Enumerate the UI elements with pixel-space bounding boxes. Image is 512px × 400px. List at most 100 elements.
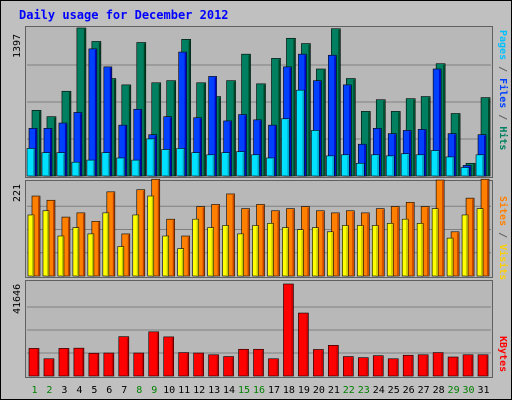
visits-bar-11: [177, 248, 184, 277]
pages-bar-26-shade: [407, 154, 409, 176]
x-tick-label-1: 1: [31, 385, 37, 396]
x-tick-label-14: 14: [223, 385, 235, 396]
kbytes-bar-5: [88, 352, 100, 377]
kbytes-bar-30: [462, 354, 474, 377]
kbytes-bar-16: [253, 348, 264, 377]
visits-bar-15-shade: [241, 234, 244, 276]
pages-bar-14: [221, 152, 230, 177]
visits-bar-7-shade: [121, 247, 124, 276]
visits-bar-14: [222, 225, 229, 277]
sites-bar-18-shade: [292, 209, 294, 276]
x-tick-label-28: 28: [433, 385, 445, 396]
visits-bar-23: [356, 225, 364, 277]
visits-bar-23-shade: [361, 226, 363, 276]
visits-bar-29-shade: [451, 239, 453, 276]
hits-bar-24-shade: [383, 100, 385, 176]
files-bar-19-shade: [304, 55, 306, 176]
kbytes-bar-15-shade: [246, 350, 249, 376]
pages-bar-5: [86, 159, 96, 177]
kbytes-bar-1: [28, 348, 40, 377]
kbytes-bar-18-shade: [291, 285, 293, 376]
pages-bar-6-shade: [107, 153, 110, 176]
pages-bar-3-shade: [62, 153, 65, 176]
visits-bar-7: [117, 246, 125, 277]
sites-bar-17-shade: [277, 211, 279, 276]
visits-bar-24-shade: [376, 226, 378, 276]
hits-bar-30-shade: [473, 164, 475, 176]
visits-bar-25-shade: [391, 224, 393, 276]
sites-bar-25-shade: [397, 207, 399, 276]
kbytes-bar-21: [328, 344, 339, 377]
visits-bar-9-shade: [151, 197, 154, 276]
visits-bar-8-shade: [136, 215, 139, 276]
visits-bar-10-shade: [166, 237, 169, 276]
kbytes-bar-19: [298, 312, 309, 377]
files-bar-25-shade: [394, 134, 396, 176]
visits-bar-6: [102, 212, 110, 277]
x-tick-label-18: 18: [283, 385, 295, 396]
files-bar-22-shade: [349, 85, 351, 176]
visits-bar-2-shade: [46, 211, 49, 276]
visits-bar-1: [27, 214, 35, 277]
pages-bar-10-shade: [167, 150, 170, 176]
sites-bar-4-shade: [82, 213, 85, 276]
visits-bar-12-shade: [196, 220, 199, 276]
pages-bar-2-shade: [47, 153, 50, 176]
x-tick-label-23: 23: [358, 385, 370, 396]
x-tick-label-4: 4: [76, 385, 82, 396]
files-bar-1-shade: [35, 129, 37, 176]
hits-bar-26-shade: [413, 99, 415, 176]
files-bar-8-shade: [139, 110, 142, 176]
kbytes-bar-17-shade: [276, 359, 278, 376]
sites-bar-15-shade: [247, 209, 250, 276]
kbytes-bar-24: [372, 355, 384, 377]
kbytes-bar-29: [447, 356, 459, 377]
pages-bar-31-shade: [482, 155, 484, 176]
hits-bar-13-shade: [218, 97, 221, 176]
hits-bar-25-shade: [398, 112, 400, 176]
hits-bar-14-shade: [233, 81, 236, 176]
visits-bar-16: [252, 225, 259, 277]
kbytes-bar-3: [58, 348, 70, 377]
kbytes-bar-21-shade: [336, 346, 338, 376]
hits-bar-20-shade: [323, 69, 325, 176]
pages-bar-12: [191, 152, 200, 177]
kbytes-bar-12-shade: [201, 354, 204, 376]
kbytes-bar-10: [163, 336, 175, 377]
visits-bar-19-shade: [301, 230, 303, 276]
hits-bar-23-shade: [368, 112, 370, 176]
sites-bar-3-shade: [67, 218, 70, 276]
pages-bar-8-shade: [137, 161, 140, 176]
hits-bar-18-shade: [293, 39, 295, 176]
kbytes-bar-8-shade: [141, 354, 144, 376]
files-bar-30-shade: [469, 166, 471, 176]
hits-bar-7-shade: [128, 85, 131, 176]
kbytes-bar-9-shade: [156, 332, 159, 376]
files-bar-14-shade: [229, 121, 232, 176]
x-tick-label-9: 9: [151, 385, 157, 396]
pages-bar-18: [281, 118, 290, 177]
visits-bar-6-shade: [106, 213, 109, 276]
visits-bar-9: [147, 195, 155, 277]
hits-bar-4-shade: [83, 29, 86, 176]
pages-bar-9-shade: [152, 139, 155, 176]
files-bar-28-shade: [439, 69, 441, 176]
hits-bar-15-shade: [248, 55, 251, 176]
kbytes-bar-23-shade: [366, 358, 368, 376]
kbytes-bar-27: [417, 354, 429, 377]
sites-bar-31-shade: [487, 180, 489, 276]
kbytes-bar-5-shade: [96, 354, 99, 376]
pages-bar-28-shade: [437, 151, 439, 176]
x-tick-label-27: 27: [418, 385, 430, 396]
visits-bar-18-shade: [286, 228, 288, 276]
visits-bar-15: [237, 233, 244, 277]
kbytes-bar-2-shade: [51, 359, 54, 376]
kbytes-bar-11: [178, 352, 189, 377]
pages-bar-26: [400, 153, 410, 177]
kbytes-bar-26-shade: [411, 356, 413, 376]
x-tick-label-21: 21: [328, 385, 340, 396]
hits-bar-12-shade: [203, 83, 206, 176]
sites-bar-29-shade: [457, 232, 459, 276]
pages-bar-30-shade: [467, 168, 469, 176]
